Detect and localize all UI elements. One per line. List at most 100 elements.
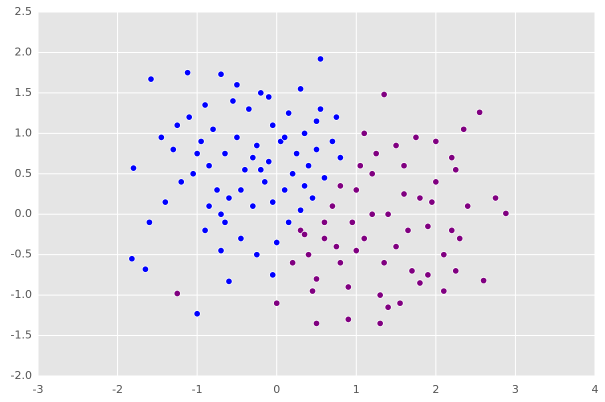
y-tick-label: 2.5	[15, 5, 33, 18]
point	[456, 234, 464, 243]
point	[237, 234, 245, 243]
point	[229, 97, 237, 105]
point	[372, 150, 380, 158]
y-tick-label: 0.5	[15, 167, 33, 180]
point	[440, 251, 448, 259]
point	[360, 234, 368, 243]
point	[297, 206, 305, 214]
point	[316, 55, 325, 63]
point	[157, 133, 165, 141]
point	[348, 218, 356, 226]
point	[396, 299, 404, 307]
point	[448, 154, 456, 162]
point	[257, 89, 265, 97]
point	[177, 178, 185, 186]
point	[356, 162, 364, 170]
point	[424, 222, 432, 230]
point	[400, 190, 408, 198]
point	[221, 218, 229, 226]
point	[285, 109, 293, 117]
point	[201, 226, 209, 234]
point	[281, 133, 289, 141]
point	[217, 247, 225, 255]
point	[336, 259, 344, 267]
point	[289, 259, 297, 267]
point	[316, 105, 325, 113]
point	[320, 218, 329, 226]
point	[301, 182, 309, 190]
point	[205, 162, 213, 170]
point	[245, 105, 253, 113]
point	[344, 283, 352, 291]
point	[233, 81, 241, 89]
point	[225, 194, 233, 202]
point	[452, 166, 460, 174]
point	[225, 277, 233, 285]
point	[141, 265, 149, 273]
point	[217, 210, 225, 218]
x-tick-label: 1	[353, 383, 360, 396]
point	[360, 129, 368, 137]
point	[147, 75, 155, 83]
point	[312, 275, 321, 283]
point	[332, 243, 340, 251]
point	[304, 251, 313, 259]
point	[241, 166, 249, 174]
point	[257, 166, 265, 174]
point	[416, 279, 424, 287]
y-tick-label: -1.0	[11, 288, 32, 301]
point	[237, 186, 245, 194]
point	[332, 113, 340, 121]
point	[269, 271, 277, 279]
point	[320, 174, 329, 182]
point	[352, 247, 360, 255]
point	[205, 202, 213, 210]
point	[344, 315, 352, 323]
point	[285, 218, 293, 226]
x-tick-label: 0	[273, 383, 280, 396]
point	[269, 198, 277, 206]
point	[502, 209, 510, 217]
point	[289, 170, 297, 178]
point	[308, 194, 317, 202]
x-tick-label: -2	[112, 383, 123, 396]
point	[265, 158, 273, 166]
point	[297, 85, 305, 93]
point	[312, 145, 321, 154]
point	[161, 198, 169, 206]
point	[189, 170, 197, 178]
point	[221, 150, 229, 158]
y-tick-label: 1.0	[15, 126, 33, 139]
point	[440, 287, 448, 295]
point	[368, 170, 376, 178]
point	[428, 198, 436, 206]
point	[173, 121, 181, 129]
point	[184, 69, 192, 77]
point	[233, 133, 241, 141]
point	[480, 277, 488, 285]
point	[293, 150, 301, 158]
point	[173, 289, 181, 298]
point	[265, 93, 273, 101]
point	[249, 202, 257, 210]
point	[169, 145, 177, 154]
point	[253, 251, 261, 259]
point	[281, 186, 289, 194]
point	[312, 117, 321, 125]
y-tick-label: -2.0	[11, 369, 32, 382]
point	[128, 255, 136, 263]
x-tick-label: -3	[33, 383, 44, 396]
point	[209, 125, 217, 133]
point	[249, 154, 257, 162]
point	[432, 137, 440, 145]
point	[352, 186, 360, 194]
point	[336, 182, 344, 190]
point	[412, 133, 420, 141]
point	[424, 271, 432, 279]
point	[301, 129, 309, 137]
point	[312, 319, 321, 327]
y-tick-label: -0.5	[11, 248, 32, 261]
plot-background	[38, 12, 595, 376]
point	[416, 194, 424, 202]
